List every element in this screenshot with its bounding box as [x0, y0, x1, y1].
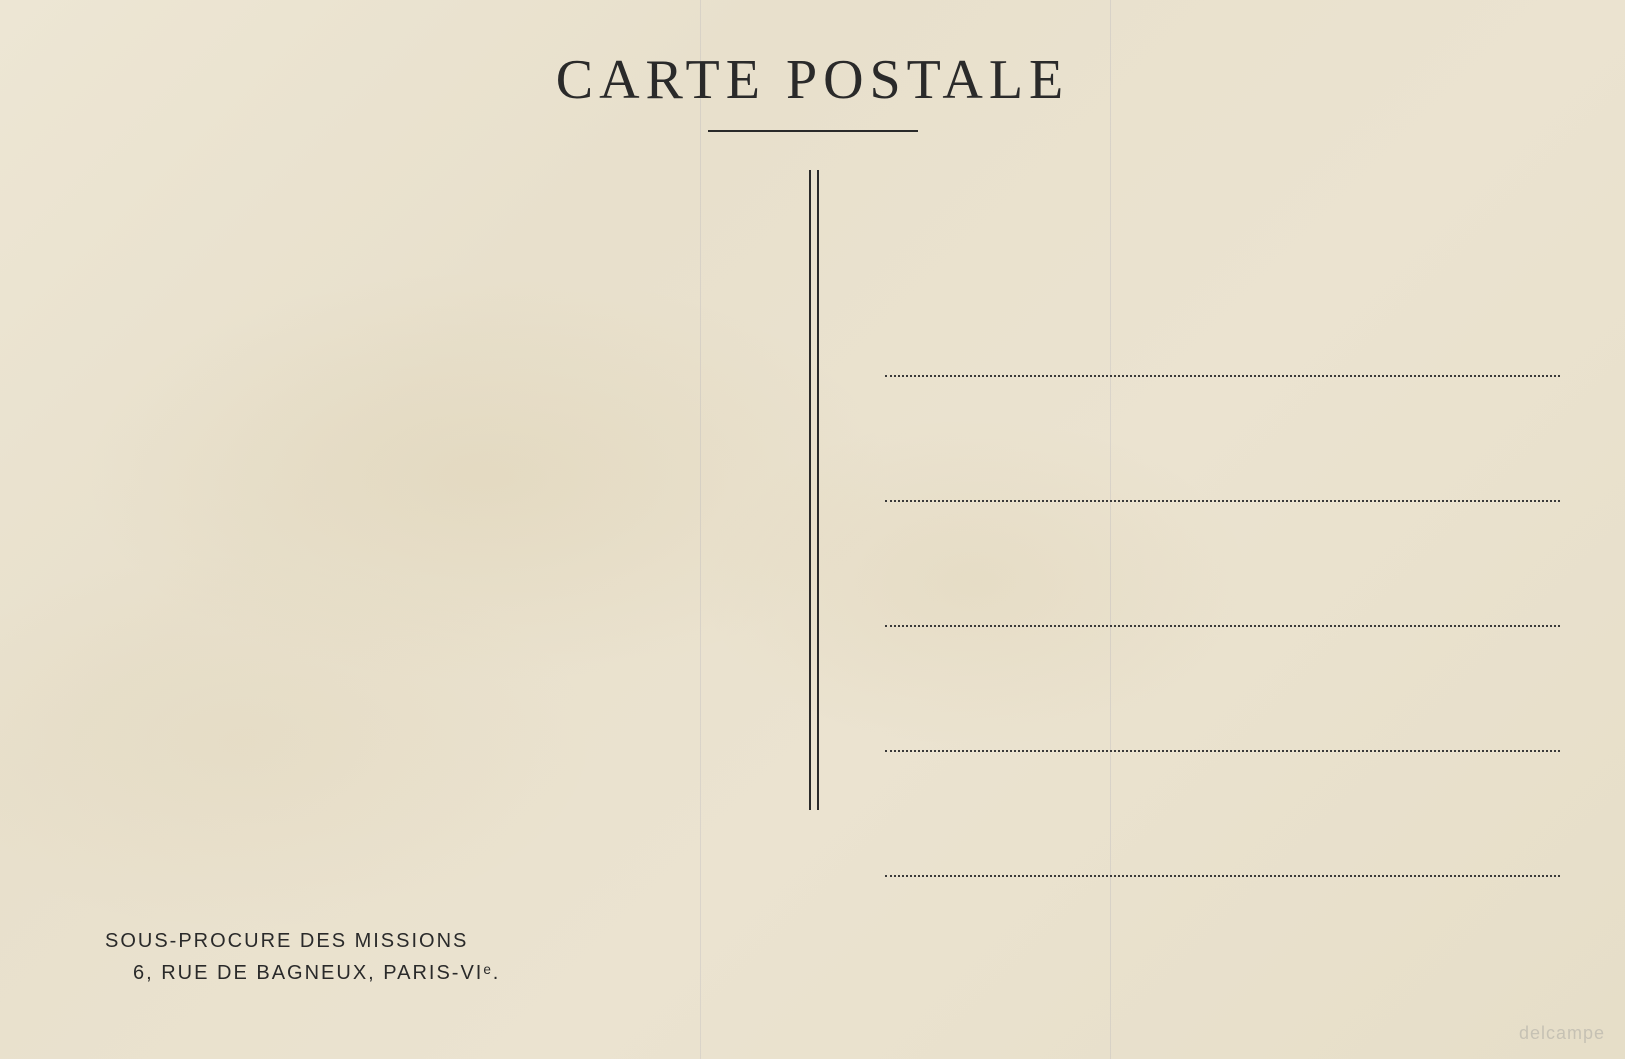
- publisher-line-2: 6, RUE DE BAGNEUX, PARIS-VIᵉ.: [105, 957, 500, 989]
- address-line-4: [885, 750, 1560, 752]
- address-line-1: [885, 375, 1560, 377]
- publisher-info: SOUS-PROCURE DES MISSIONS 6, RUE DE BAGN…: [105, 925, 500, 989]
- scan-artifact-1: [700, 0, 701, 1059]
- watermark: delcampe: [1519, 1023, 1605, 1044]
- aging-texture: [0, 0, 1625, 1059]
- title-underline: [708, 130, 918, 132]
- scan-artifact-2: [1110, 0, 1111, 1059]
- publisher-line-1: SOUS-PROCURE DES MISSIONS: [105, 925, 500, 957]
- address-line-5: [885, 875, 1560, 877]
- address-line-2: [885, 500, 1560, 502]
- card-title: CARTE POSTALE: [556, 48, 1070, 112]
- address-line-3: [885, 625, 1560, 627]
- postcard-back: CARTE POSTALE SOUS-PROCURE DES MISSIONS …: [0, 0, 1625, 1059]
